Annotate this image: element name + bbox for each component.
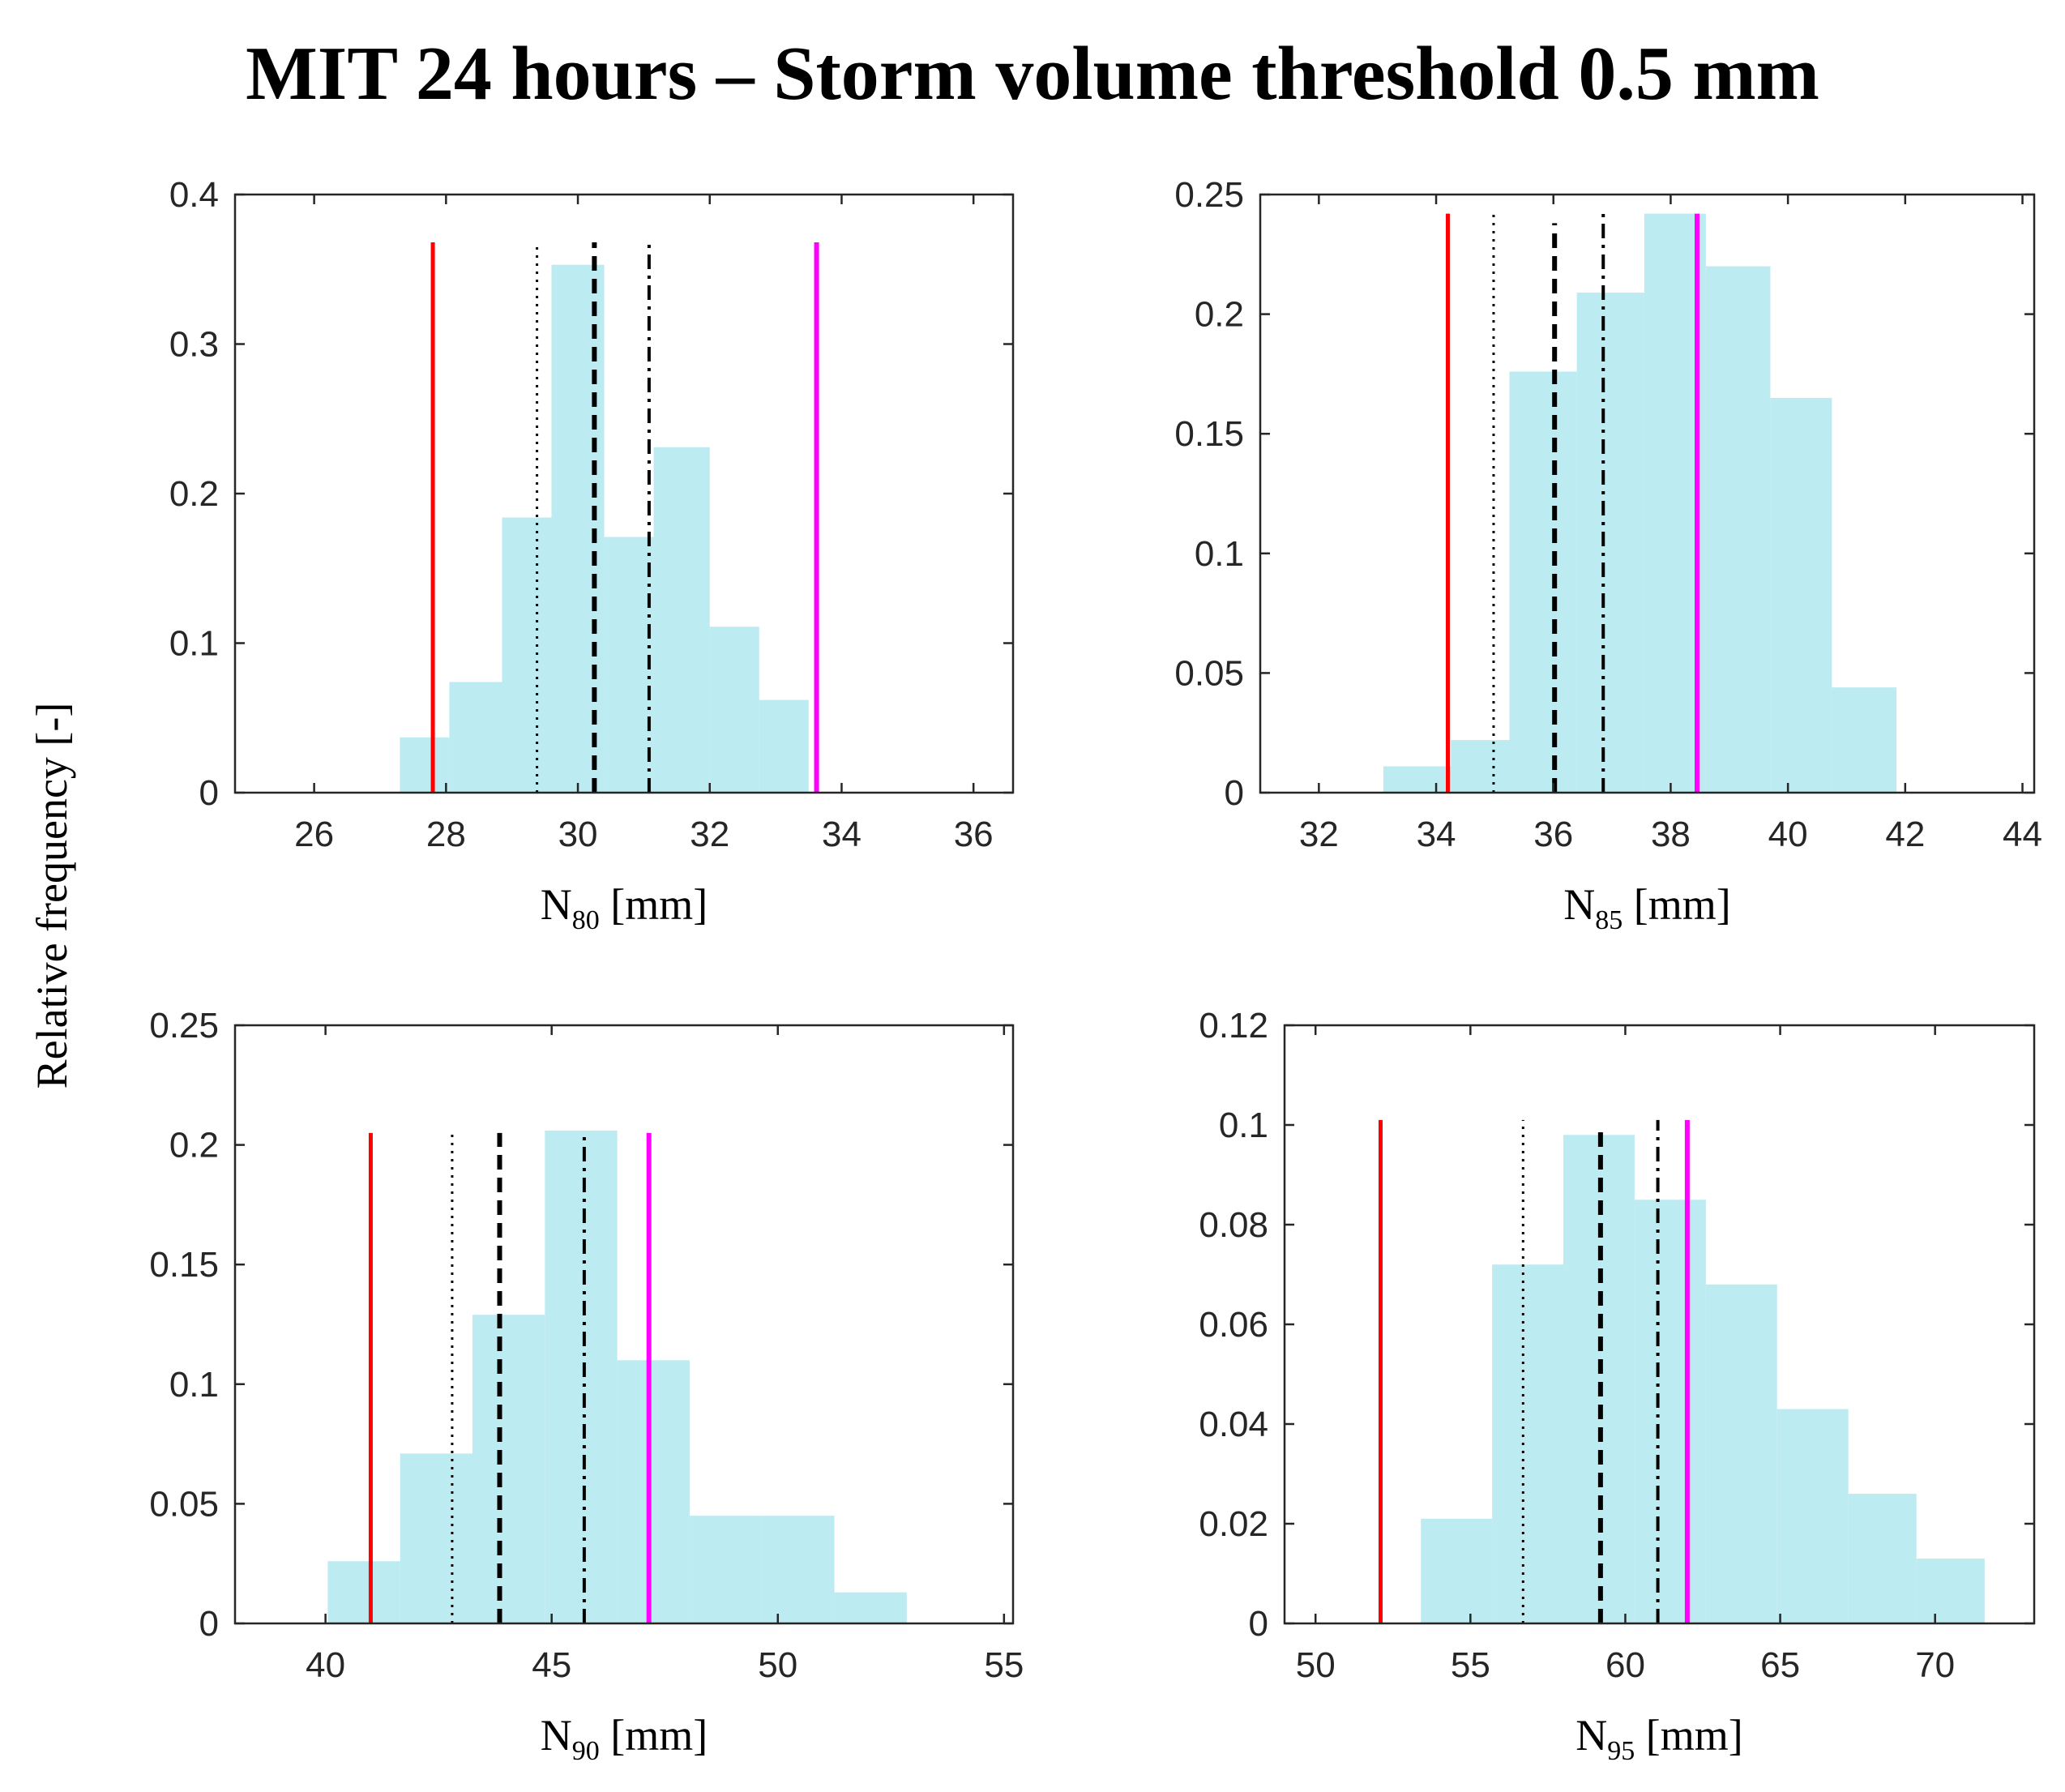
x-tick-label: 50 — [758, 1645, 797, 1685]
x-tick-label: 34 — [822, 815, 861, 854]
histogram-bar — [400, 1453, 473, 1623]
histogram-bar — [604, 537, 654, 793]
x-tick-label: 55 — [984, 1645, 1024, 1685]
histogram-bar — [1492, 1264, 1564, 1623]
x-tick-label: 50 — [1296, 1645, 1336, 1685]
x-axis-label: N90 [mm] — [541, 1711, 708, 1766]
x-tick-label: 26 — [294, 815, 334, 854]
y-axis-label: Relative frequency [-] — [28, 703, 76, 1089]
x-tick-label: 40 — [306, 1645, 345, 1685]
y-tick-label: 0.1 — [1195, 534, 1244, 574]
figure-title: MIT 24 hours – Storm volume threshold 0.… — [246, 32, 1819, 116]
x-tick-label: 70 — [1915, 1645, 1955, 1685]
histogram-panel-n95: 50 55 60 65 70 0 0.02 0.04 0.06 0.08 0.1 0.12 N95 [m… — [1199, 1006, 2036, 1766]
plot-frame — [1259, 193, 2036, 794]
y-tick-label: 0.2 — [169, 1126, 219, 1165]
y-tick-label: 0.25 — [149, 1006, 219, 1046]
y-tick-label: 0.08 — [1199, 1205, 1268, 1245]
y-tick-label: 0.15 — [149, 1245, 219, 1285]
x-tick-label: 36 — [954, 815, 994, 854]
histogram-bar — [653, 447, 710, 793]
x-tick-label: 65 — [1760, 1645, 1800, 1685]
histogram-bar — [1848, 1494, 1917, 1623]
y-tick-label: 0.4 — [169, 175, 219, 215]
y-tick-label: 0 — [1249, 1604, 1268, 1644]
histogram-bar — [327, 1561, 400, 1623]
x-tick-label: 44 — [2003, 815, 2042, 854]
y-tick-label: 0.04 — [1199, 1405, 1268, 1444]
histogram-bar — [1634, 1200, 1706, 1623]
histogram-bar — [1383, 766, 1451, 793]
x-axis-label: N85 [mm] — [1563, 880, 1730, 935]
histogram-bar — [762, 1516, 835, 1623]
y-tick-label: 0 — [199, 1604, 219, 1644]
histogram-bar — [1832, 687, 1896, 793]
histogram-bar — [449, 682, 502, 793]
x-tick-label: 45 — [532, 1645, 571, 1685]
histogram-panel-n85: 32 34 36 38 40 42 44 0 0.05 0.1 0.15 0.2 0.25 N85 [mm… — [1174, 175, 2042, 935]
x-tick-label: 32 — [690, 815, 729, 854]
y-tick-label: 0.15 — [1174, 414, 1244, 454]
y-tick-label: 0.25 — [1174, 175, 1244, 215]
x-tick-label: 38 — [1651, 815, 1691, 854]
histogram-bar — [1451, 740, 1510, 793]
histogram-bar — [834, 1592, 907, 1623]
histogram-panel-n90: 40 45 50 55 0 0.05 0.1 0.15 0.2 0.25 N90 [mm] — [149, 1006, 1024, 1766]
y-tick-label: 0.05 — [1174, 653, 1244, 693]
x-axis-label: N80 [mm] — [541, 880, 708, 935]
histogram-bar — [1705, 1284, 1777, 1623]
x-tick-label: 28 — [426, 815, 466, 854]
y-tick-label: 0.1 — [1219, 1106, 1268, 1145]
y-tick-label: 0.1 — [169, 1365, 219, 1405]
histogram-bar — [709, 627, 759, 793]
histogram-bar — [1705, 266, 1771, 793]
x-tick-label: 55 — [1451, 1645, 1490, 1685]
histogram-bar — [472, 1315, 545, 1623]
histogram-bar — [400, 737, 450, 793]
y-tick-label: 0 — [199, 773, 219, 813]
histogram-bar — [1770, 397, 1832, 793]
x-axis-label: N95 [mm] — [1575, 1711, 1742, 1766]
y-tick-label: 0.1 — [169, 624, 219, 664]
y-tick-label: 0.2 — [169, 474, 219, 514]
y-tick-label: 0.3 — [169, 325, 219, 365]
histogram-bar — [1421, 1518, 1493, 1623]
x-tick-label: 36 — [1533, 815, 1573, 854]
histogram-bar — [545, 1130, 618, 1623]
histogram-bar — [1509, 371, 1577, 793]
histogram-bar — [502, 517, 552, 793]
x-tick-label: 40 — [1768, 815, 1808, 854]
x-tick-label: 34 — [1417, 815, 1456, 854]
x-tick-label: 30 — [558, 815, 598, 854]
y-tick-label: 0.12 — [1199, 1006, 1268, 1046]
histogram-bar — [1576, 293, 1644, 793]
histogram-bar — [759, 699, 809, 793]
histogram-panel-n80: 26 28 30 32 34 36 0 0.1 0.2 0.3 0.4 N80 [mm] — [169, 175, 1015, 935]
histogram-bar — [1916, 1559, 1985, 1623]
y-tick-label: 0.02 — [1199, 1504, 1268, 1544]
x-tick-label: 32 — [1299, 815, 1339, 854]
y-tick-label: 0.06 — [1199, 1305, 1268, 1345]
histogram-bar — [617, 1360, 690, 1623]
x-tick-label: 42 — [1885, 815, 1925, 854]
plot-frame — [233, 1024, 1015, 1625]
y-tick-label: 0.05 — [149, 1484, 219, 1524]
y-tick-label: 0.2 — [1195, 295, 1244, 335]
histogram-bar — [689, 1516, 763, 1623]
histogram-bar — [1776, 1409, 1849, 1623]
y-tick-label: 0 — [1225, 773, 1244, 813]
x-tick-label: 60 — [1605, 1645, 1645, 1685]
